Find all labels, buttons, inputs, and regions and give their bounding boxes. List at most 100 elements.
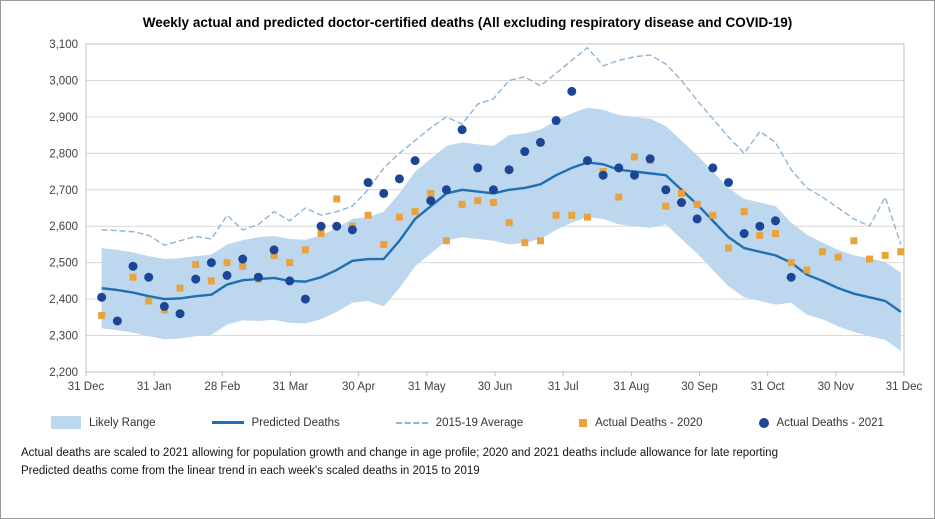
point-actual-2020 <box>301 246 309 254</box>
point-actual-2021 <box>457 125 467 135</box>
x-tick-label: 31 Aug <box>613 381 649 393</box>
x-tick-label: 30 Apr <box>342 381 375 393</box>
x-tick-label: 30 Jun <box>478 381 513 393</box>
point-actual-2021 <box>676 198 686 208</box>
point-actual-2020 <box>286 259 294 267</box>
point-actual-2020 <box>756 231 764 239</box>
x-tick-label: 31 Jul <box>548 381 579 393</box>
point-actual-2020 <box>772 230 780 238</box>
point-actual-2021 <box>300 294 310 304</box>
point-actual-2020 <box>834 253 842 261</box>
point-actual-2021 <box>567 86 577 96</box>
point-actual-2021 <box>394 174 404 184</box>
point-actual-2020 <box>709 211 717 219</box>
point-actual-2021 <box>347 225 357 235</box>
chart-canvas: 2,200 2,300 2,400 2,500 2,600 2,700 2,800 2,900… <box>49 39 923 393</box>
point-actual-2020 <box>850 237 858 245</box>
legend-label-predicted: Predicted Deaths <box>251 416 340 429</box>
point-actual-2021 <box>661 185 671 195</box>
point-actual-2021 <box>441 185 451 195</box>
point-actual-2021 <box>206 258 216 268</box>
point-actual-2020 <box>866 255 874 263</box>
point-actual-2021 <box>504 165 514 175</box>
y-tick-label: 2,500 <box>49 258 78 270</box>
y-tick-label: 3,100 <box>49 39 78 51</box>
legend-label-average: 2015-19 Average <box>435 416 524 429</box>
legend-item-predicted: Predicted Deaths <box>211 416 340 429</box>
point-actual-2021 <box>551 116 561 126</box>
point-actual-2021 <box>755 221 765 231</box>
actual-2020-swatch-icon <box>579 418 588 427</box>
point-actual-2021 <box>410 156 420 166</box>
point-actual-2021 <box>473 163 483 173</box>
point-actual-2021 <box>269 245 279 255</box>
point-actual-2020 <box>98 312 106 320</box>
point-actual-2020 <box>270 251 278 259</box>
point-actual-2021 <box>285 276 295 286</box>
y-tick-label: 2,800 <box>49 148 78 160</box>
x-tick-label: 31 May <box>408 381 446 393</box>
point-actual-2021 <box>723 177 733 187</box>
footnote-line-2: Predicted deaths come from the linear tr… <box>21 464 480 477</box>
point-actual-2020 <box>223 259 231 267</box>
point-actual-2021 <box>363 177 373 187</box>
point-actual-2021 <box>629 170 639 180</box>
point-actual-2020 <box>489 199 497 207</box>
point-actual-2020 <box>536 237 544 245</box>
y-tick-label: 2,700 <box>49 185 78 197</box>
point-actual-2021 <box>582 156 592 166</box>
legend-item-actual-2021: Actual Deaths - 2021 <box>758 417 884 429</box>
chart-legend: Likely Range Predicted Deaths 2015-19 Av… <box>1 416 934 429</box>
point-actual-2021 <box>598 170 608 180</box>
point-actual-2021 <box>786 272 796 282</box>
point-actual-2020 <box>630 153 638 161</box>
point-actual-2021 <box>332 221 342 231</box>
point-actual-2021 <box>253 272 263 282</box>
point-actual-2020 <box>521 239 529 247</box>
point-actual-2020 <box>677 189 685 197</box>
point-actual-2020 <box>411 208 419 216</box>
point-actual-2021 <box>144 272 154 282</box>
point-actual-2020 <box>568 211 576 219</box>
point-actual-2020 <box>474 197 482 205</box>
point-actual-2021 <box>112 316 122 326</box>
y-tick-label: 3,000 <box>49 75 78 87</box>
x-tick-label: 30 Sep <box>681 381 717 393</box>
point-actual-2020 <box>724 244 732 252</box>
legend-label-likely-range: Likely Range <box>89 416 156 429</box>
point-actual-2020 <box>897 248 905 256</box>
point-actual-2020 <box>333 195 341 203</box>
point-actual-2021 <box>739 229 749 239</box>
point-actual-2021 <box>238 254 248 264</box>
point-actual-2021 <box>97 292 107 302</box>
point-actual-2021 <box>771 216 781 226</box>
point-actual-2021 <box>520 147 530 157</box>
x-tick-label: 31 Dec <box>886 381 923 393</box>
point-actual-2021 <box>222 270 232 280</box>
x-tick-label: 31 Mar <box>273 381 309 393</box>
point-actual-2020 <box>145 297 153 305</box>
x-tick-label: 28 Feb <box>204 381 240 393</box>
point-actual-2020 <box>317 230 325 238</box>
point-actual-2021 <box>708 163 718 173</box>
legend-item-likely-range: Likely Range <box>51 416 156 429</box>
point-actual-2021 <box>692 214 702 224</box>
x-tick-label: 30 Nov <box>818 381 855 393</box>
series-average-line <box>101 46 902 246</box>
point-actual-2020 <box>819 248 827 256</box>
point-actual-2021 <box>191 274 201 284</box>
point-actual-2020 <box>427 189 435 197</box>
x-tick-label: 31 Dec <box>68 381 105 393</box>
y-tick-label: 2,600 <box>49 221 78 233</box>
y-tick-label: 2,200 <box>49 367 78 379</box>
point-actual-2020 <box>662 202 670 210</box>
chart-footnotes: Actual deaths are scaled to 2021 allowin… <box>21 445 934 481</box>
point-actual-2020 <box>505 219 513 227</box>
point-actual-2020 <box>693 200 701 208</box>
y-tick-label: 2,900 <box>49 112 78 124</box>
chart-title: Weekly actual and predicted doctor-certi… <box>142 15 793 30</box>
point-actual-2021 <box>426 196 436 206</box>
point-actual-2020 <box>583 213 591 221</box>
point-actual-2020 <box>787 259 795 267</box>
